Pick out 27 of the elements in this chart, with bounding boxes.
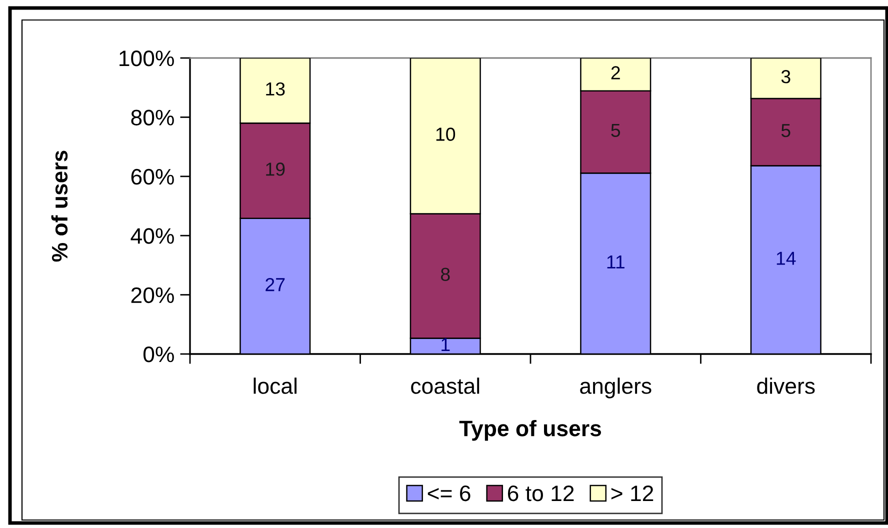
annotation: 13 bbox=[266, 82, 285, 96]
annotation: 19 bbox=[266, 162, 285, 176]
y-tick-label: 80% bbox=[131, 110, 174, 126]
y-tick-label: 100% bbox=[120, 50, 174, 66]
legend-label: 6 to 12 bbox=[508, 485, 574, 502]
legend-label: <= 6 bbox=[428, 485, 470, 502]
legend-label: > 12 bbox=[611, 485, 654, 501]
x-tick-label: coastal bbox=[411, 378, 480, 394]
y-axis-title: % of users bbox=[51, 150, 68, 262]
annotation: 27 bbox=[266, 278, 285, 292]
y-tick-label: 60% bbox=[131, 168, 174, 185]
y-tick-label: 40% bbox=[130, 228, 174, 244]
annotation: 5 bbox=[611, 124, 620, 138]
annotation: 5 bbox=[781, 124, 790, 138]
y-tick-label: 0% bbox=[143, 346, 174, 362]
x-tick-label: local bbox=[254, 378, 296, 394]
annotation: 10 bbox=[436, 128, 456, 141]
annotation: 2 bbox=[611, 66, 620, 80]
annotation: 3 bbox=[781, 70, 790, 84]
annotation: 8 bbox=[440, 268, 450, 282]
x-tick-label: anglers bbox=[580, 378, 652, 398]
annotation: 1 bbox=[442, 338, 450, 352]
y-tick-label: 20% bbox=[131, 287, 174, 304]
x-axis-title: Type of users bbox=[459, 420, 602, 441]
x-tick-label: divers bbox=[757, 378, 815, 394]
annotation: 11 bbox=[607, 256, 624, 268]
annotation: 14 bbox=[776, 252, 796, 265]
